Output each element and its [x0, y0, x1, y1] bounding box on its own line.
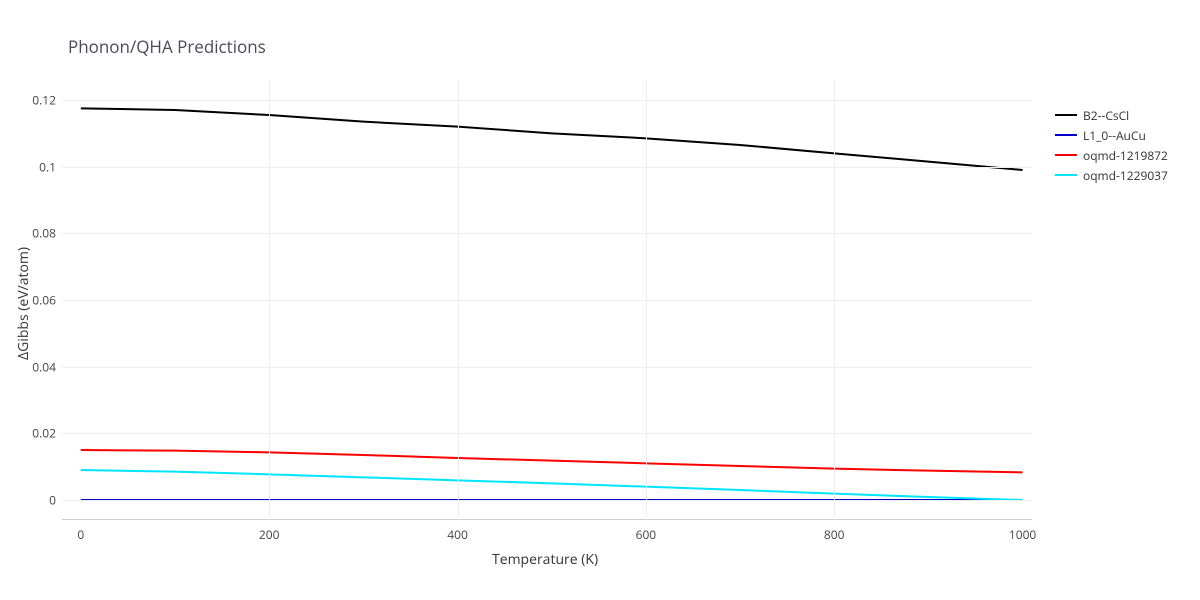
legend: B2--CsCl L1_0--AuCu oqmd-1219872 oqmd-12290…: [1055, 105, 1168, 185]
y-tick-label: 0.08: [10, 225, 56, 242]
y-tick-label: 0.1: [10, 158, 56, 175]
series-line[interactable]: [81, 470, 1023, 500]
legend-label: B2--CsCl: [1083, 107, 1129, 124]
series-line[interactable]: [81, 108, 1023, 170]
y-tick-label: 0.06: [10, 292, 56, 309]
x-tick-label: 0: [77, 526, 84, 543]
x-tick-label: 600: [636, 526, 657, 543]
chart-container: Phonon/QHA Predictions Temperature (K) Δ…: [0, 0, 1200, 600]
x-tick-label: 400: [447, 526, 468, 543]
legend-label: oqmd-1219872: [1083, 147, 1168, 164]
y-tick-label: 0.12: [10, 92, 56, 109]
legend-item[interactable]: L1_0--AuCu: [1055, 125, 1168, 145]
gridline-horizontal: [62, 433, 1032, 434]
x-tick-label: 1000: [1009, 526, 1036, 543]
y-tick-label: 0.02: [10, 425, 56, 442]
x-tick-label: 200: [259, 526, 280, 543]
legend-swatch: [1055, 114, 1077, 116]
legend-item[interactable]: B2--CsCl: [1055, 105, 1168, 125]
plot-area[interactable]: [62, 80, 1032, 520]
legend-swatch: [1055, 134, 1077, 136]
legend-swatch: [1055, 154, 1077, 156]
legend-label: L1_0--AuCu: [1083, 127, 1146, 144]
x-tick-label: 800: [824, 526, 845, 543]
x-axis-label: Temperature (K): [492, 550, 598, 569]
gridline-horizontal: [62, 367, 1032, 368]
legend-item[interactable]: oqmd-1229037: [1055, 165, 1168, 185]
gridline-horizontal: [62, 233, 1032, 234]
legend-swatch: [1055, 174, 1077, 176]
y-tick-label: 0.04: [10, 358, 56, 375]
gridline-horizontal: [62, 167, 1032, 168]
legend-item[interactable]: oqmd-1219872: [1055, 145, 1168, 165]
legend-label: oqmd-1229037: [1083, 167, 1168, 184]
series-line[interactable]: [81, 450, 1023, 472]
gridline-horizontal: [62, 300, 1032, 301]
gridline-horizontal: [62, 100, 1032, 101]
y-tick-label: 0: [10, 492, 56, 509]
gridline-horizontal: [62, 500, 1032, 501]
chart-title: Phonon/QHA Predictions: [68, 35, 266, 58]
